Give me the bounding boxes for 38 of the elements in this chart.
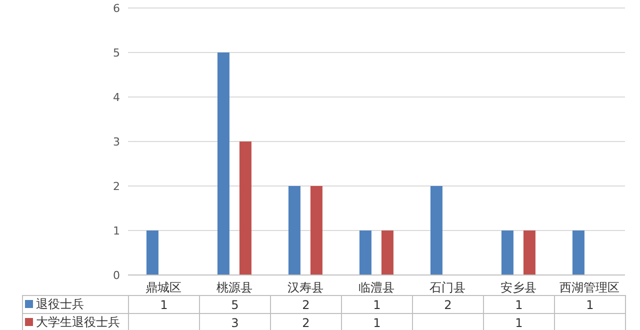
- legend-label: 大学生退役士兵: [22, 314, 128, 330]
- y-tick-label: 4: [113, 90, 120, 104]
- data-label: 2: [270, 314, 342, 330]
- y-tick-label: 0: [113, 268, 120, 282]
- bar: [501, 230, 514, 275]
- bar: [523, 230, 536, 275]
- bar: [217, 52, 230, 275]
- x-tick-label: 鼎城区: [146, 280, 182, 295]
- data-label: 1: [342, 314, 412, 330]
- x-tick-label: 西湖管理区: [560, 280, 620, 295]
- data-label: 1: [342, 296, 412, 314]
- x-tick-label: 汉寿县: [288, 280, 324, 295]
- bar: [310, 186, 322, 275]
- y-tick-label: 6: [113, 2, 120, 15]
- x-tick-label: 临澧县: [358, 280, 394, 295]
- y-tick-label: 3: [113, 135, 120, 148]
- data-label: 1: [554, 296, 626, 314]
- y-tick-label: 1: [113, 224, 120, 238]
- data-label: 5: [200, 296, 270, 314]
- data-label: 1: [484, 296, 554, 314]
- legend-label: 退役士兵: [22, 296, 128, 314]
- x-tick-label: 石门县: [430, 280, 466, 295]
- x-tick-label: 安乡县: [500, 280, 536, 295]
- data-label: 2: [270, 296, 342, 314]
- bar: [430, 186, 442, 275]
- bar: [146, 230, 158, 275]
- bar: [572, 230, 584, 275]
- y-tick-label: 2: [113, 180, 120, 193]
- bar: [239, 142, 252, 275]
- data-label: 2: [412, 296, 484, 314]
- data-label: 3: [200, 314, 270, 330]
- y-tick-label: 5: [113, 46, 120, 60]
- bar: [359, 230, 372, 275]
- bar: [381, 230, 394, 275]
- bar: [288, 186, 300, 275]
- data-label: 1: [484, 314, 554, 330]
- x-tick-label: 桃源县: [216, 280, 252, 295]
- data-label: 1: [128, 296, 200, 314]
